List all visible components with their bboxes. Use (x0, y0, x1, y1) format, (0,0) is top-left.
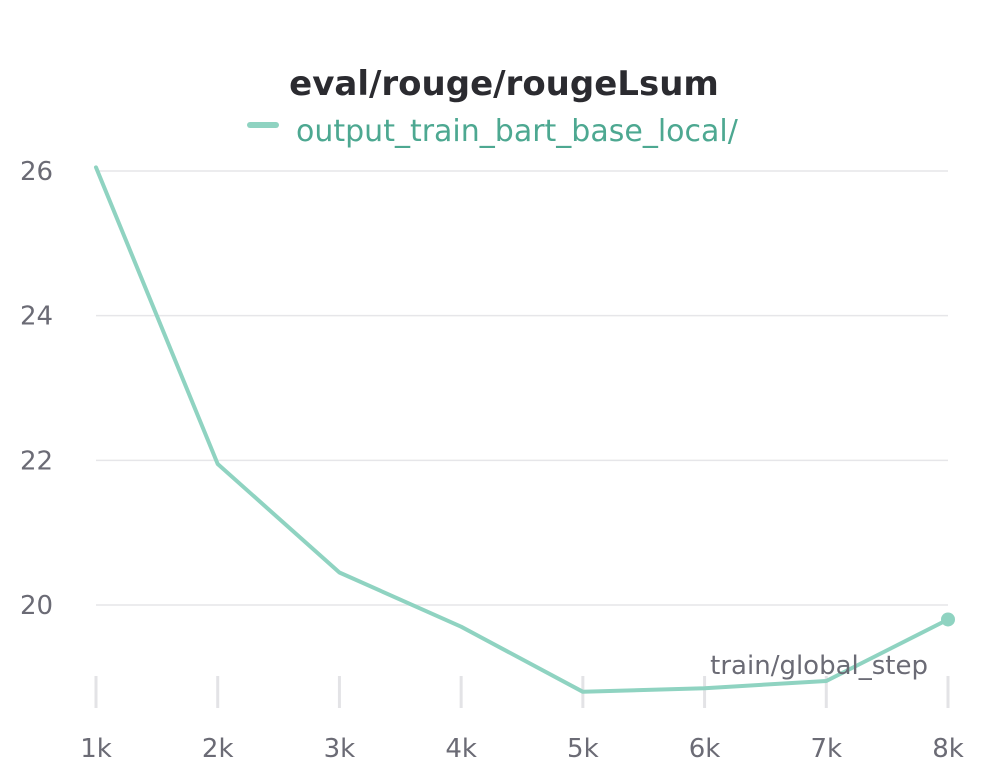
legend-label: output_train_bart_base_local/ (296, 114, 739, 149)
x-tick-label: 2k (202, 734, 234, 764)
grid (96, 170, 948, 606)
x-tick-label: 1k (80, 734, 112, 764)
x-tick-label: 4k (445, 734, 477, 764)
data-point[interactable] (337, 570, 341, 574)
data-point[interactable] (941, 612, 955, 627)
y-axis-labels: 20 22 24 26 (20, 157, 53, 621)
series-line[interactable] (94, 165, 950, 694)
y-tick-label: 26 (20, 157, 53, 187)
data-point[interactable] (94, 165, 98, 169)
y-tick-label: 22 (20, 446, 53, 476)
x-axis-title: train/global_step (710, 651, 928, 681)
x-tick-label: 6k (689, 734, 721, 764)
x-tick-label: 7k (810, 734, 842, 764)
x-axis-labels: 1k 2k 3k 4k 5k 6k 7k 8k (80, 734, 964, 764)
data-point[interactable] (581, 690, 585, 694)
x-tick-label: 3k (324, 734, 356, 764)
y-tick-label: 20 (20, 591, 53, 621)
chart-title: eval/rouge/rougeLsum (289, 64, 719, 104)
series (94, 165, 955, 694)
data-point[interactable] (459, 625, 463, 629)
x-tick-label: 5k (567, 734, 599, 764)
data-point[interactable] (216, 462, 220, 466)
x-tick-label: 8k (932, 734, 964, 764)
y-tick-label: 24 (20, 302, 53, 332)
data-point[interactable] (703, 686, 707, 690)
legend[interactable]: output_train_bart_base_local/ (247, 114, 739, 149)
